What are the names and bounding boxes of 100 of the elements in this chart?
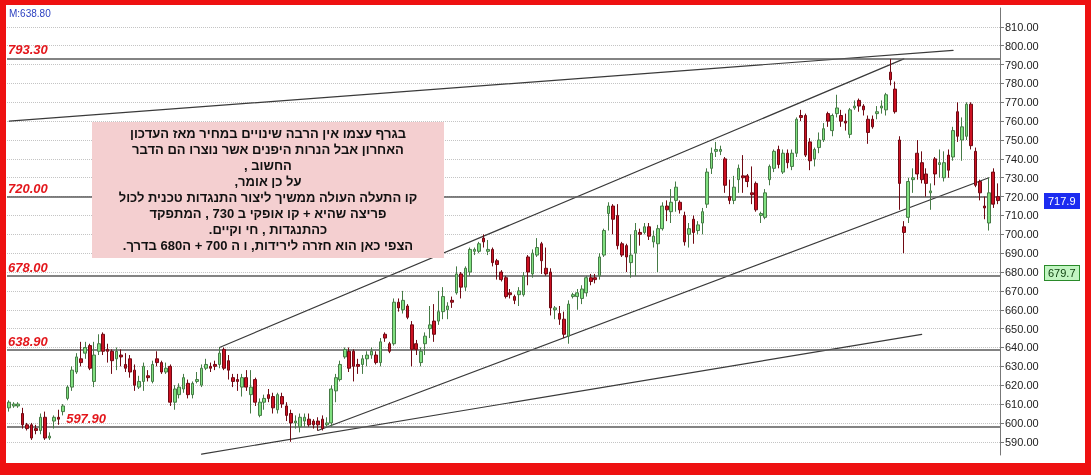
candlestick: [741, 154, 745, 194]
candlestick: [777, 145, 780, 169]
candlestick: [848, 107, 852, 139]
candlestick: [969, 101, 973, 150]
y-tick-label: 800.00: [1005, 39, 1039, 52]
candlestick: [705, 167, 709, 209]
candlestick: [397, 297, 400, 313]
y-tick-label: 770.00: [1005, 96, 1039, 109]
candlestick: [459, 271, 463, 299]
candlestick: [240, 373, 244, 398]
candlestick: [218, 346, 221, 369]
candlestick: [191, 380, 194, 399]
y-tick-label: 650.00: [1005, 322, 1039, 335]
candlestick: [835, 94, 839, 118]
candlestick: [379, 337, 382, 367]
candlestick: [249, 369, 253, 415]
candlestick: [893, 81, 897, 115]
ref-line-label: 720.00: [8, 180, 49, 196]
candlestick: [911, 167, 915, 194]
candlestick: [830, 113, 834, 137]
y-tick-label: 760.00: [1005, 115, 1039, 128]
y-tick-label: 590.00: [1005, 435, 1039, 448]
candlestick: [933, 156, 937, 186]
candlestick: [732, 175, 736, 205]
candlestick: [276, 392, 279, 415]
candlestick: [647, 222, 651, 241]
candlestick: [83, 341, 87, 360]
candlestick: [710, 147, 713, 175]
candlestick: [737, 164, 740, 194]
candlestick: [374, 350, 378, 365]
candlestick: [231, 373, 235, 388]
candlestick: [956, 101, 959, 143]
candlestick: [947, 148, 950, 179]
y-tick-label: 610.00: [1005, 398, 1039, 411]
candlestick: [929, 182, 932, 211]
candlestick: [455, 265, 458, 296]
candlestick: [983, 196, 986, 220]
y-tick-label: 750.00: [1005, 134, 1039, 147]
candlestick: [567, 299, 570, 345]
candlestick: [173, 384, 177, 411]
candlestick: [826, 111, 830, 128]
candlestick: [392, 297, 396, 347]
candlestick: [701, 207, 704, 235]
candlestick: [388, 341, 391, 354]
candlestick: [244, 369, 248, 392]
candlestick: [629, 233, 633, 279]
candlestick: [723, 156, 727, 194]
candlestick: [839, 109, 843, 128]
candlestick: [482, 233, 485, 249]
y-tick-label: 620.00: [1005, 379, 1039, 392]
candlestick: [401, 290, 405, 315]
candlestick: [119, 348, 123, 367]
candlestick: [115, 346, 118, 371]
y-tick-label: 740.00: [1005, 152, 1039, 165]
y-tick-label: 630.00: [1005, 360, 1039, 373]
candlestick: [602, 228, 606, 258]
candlestick: [884, 92, 888, 117]
candlestick: [674, 181, 678, 213]
candlestick: [343, 346, 347, 360]
candlestick: [889, 58, 892, 86]
candlestick: [213, 360, 217, 371]
candlestick: [678, 199, 682, 215]
ref-line-label: 678.00: [8, 259, 49, 275]
candlestick: [553, 305, 557, 320]
ref-line-label: 597.90: [66, 410, 107, 426]
candlestick: [763, 188, 767, 220]
candlestick: [683, 211, 686, 247]
candlestick: [450, 296, 454, 309]
candlestick: [687, 222, 691, 249]
candlestick: [598, 252, 601, 281]
y-tick-label: 710.00: [1005, 209, 1039, 222]
candlestick: [607, 201, 610, 232]
candlestick: [253, 377, 257, 407]
candlestick: [307, 413, 311, 428]
candlestick: [39, 413, 42, 435]
candlestick: [866, 115, 870, 145]
y-tick-label: 720.00: [1005, 190, 1039, 203]
candlestick: [477, 241, 481, 254]
candlestick: [781, 148, 785, 175]
y-tick-label: 660.00: [1005, 303, 1039, 316]
candlestick: [97, 333, 101, 356]
annotation: M:638.80: [9, 8, 51, 20]
candlestick: [61, 403, 65, 416]
y-tick-label: 600.00: [1005, 416, 1039, 429]
y-tick-label: 680.00: [1005, 266, 1039, 279]
candlestick: [383, 331, 387, 343]
candlestick: [92, 341, 96, 388]
candlestick: [593, 273, 597, 284]
candlestick: [696, 220, 700, 235]
candlestick: [692, 214, 695, 245]
candlestick: [258, 397, 262, 418]
ref-line-label: 793.30: [8, 42, 49, 58]
candlestick: [110, 348, 114, 375]
candlestick: [280, 392, 284, 409]
candlestick: [513, 294, 516, 305]
candlestick: [432, 303, 436, 343]
candlestick: [146, 369, 150, 382]
candlestick: [951, 126, 955, 162]
candlestick: [486, 239, 490, 256]
candlestick: [665, 199, 669, 222]
